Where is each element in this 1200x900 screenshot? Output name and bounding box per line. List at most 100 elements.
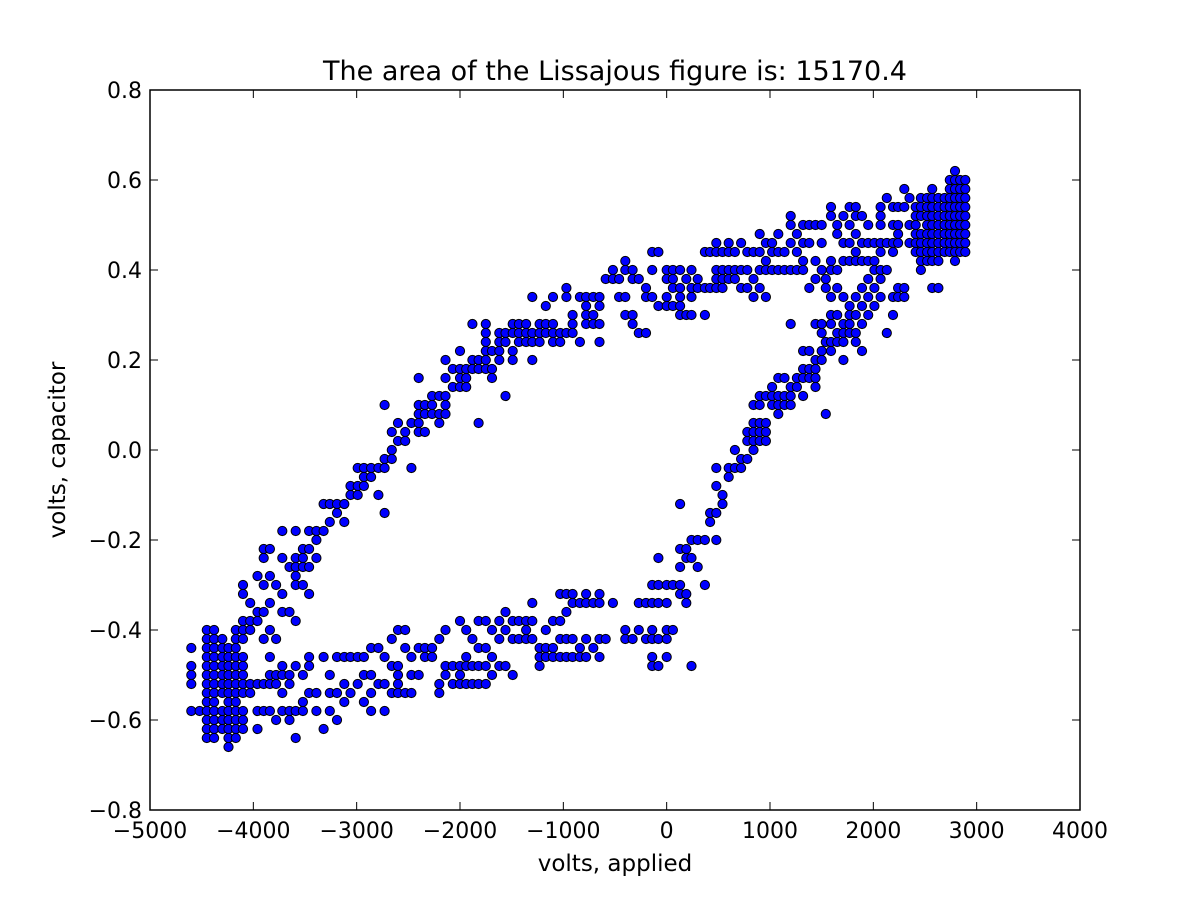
y-tick-label: −0.2 [89,529,142,554]
data-point [555,336,566,348]
data-point [386,453,397,465]
data-point [434,678,445,690]
data-point [675,561,686,573]
data-point [237,579,249,591]
data-point [785,210,796,222]
data-point [217,633,228,645]
data-point [331,507,343,519]
data-point [290,660,301,672]
data-point [252,723,263,735]
data-point [850,309,861,321]
data-point [850,327,861,339]
data-point [594,651,605,663]
data-point [661,651,672,663]
data-point [480,678,491,690]
data-point [486,624,498,636]
data-point [264,705,275,717]
data-point [869,282,880,294]
data-point [304,660,315,672]
data-point [767,381,778,393]
data-point [810,255,821,267]
data-point [284,714,295,726]
data-point [820,282,831,294]
y-tick-label: 0.6 [107,169,142,194]
data-point [486,651,498,663]
data-point [271,579,282,591]
data-point [574,336,586,348]
data-point [461,651,472,663]
data-point [521,318,532,330]
y-tick-label: −0.8 [89,799,142,824]
data-point [331,687,343,699]
data-point [620,624,631,636]
data-point [318,651,329,663]
data-point [392,417,404,429]
data-point [686,309,697,321]
data-point [927,183,938,195]
data-point [209,732,220,744]
data-point [297,552,308,564]
data-point [933,282,944,294]
data-point [366,471,377,483]
y-tick-label: 0.2 [107,349,142,374]
data-point [461,372,472,384]
data-point [825,255,837,267]
data-point [856,210,868,222]
data-point [960,174,971,186]
data-point [540,624,551,636]
data-point [711,507,722,519]
data-point [850,228,861,240]
data-point [798,390,809,402]
data-point [400,624,411,636]
data-point [729,246,741,258]
data-point [555,615,566,627]
data-point [785,219,796,231]
data-point [311,705,322,717]
data-point [748,273,759,285]
data-point [209,696,220,708]
data-point [186,660,197,672]
data-point [675,579,686,591]
data-point [486,363,498,375]
data-point [910,219,921,231]
data-point [480,327,491,339]
data-point [237,660,249,672]
x-tick-label: 3000 [949,819,1005,844]
data-point [454,669,466,681]
data-point [594,336,605,348]
data-point [850,201,861,213]
data-point [277,687,288,699]
data-point [567,327,578,339]
data-point [875,291,886,303]
data-point [869,300,880,312]
data-point [633,273,644,285]
data-point [711,480,722,492]
data-point [875,219,886,231]
data-point [960,210,971,222]
data-point [277,525,288,537]
data-point [614,273,625,285]
data-point [379,705,390,717]
data-point [567,318,578,330]
data-point [661,633,672,645]
data-point [607,597,619,609]
data-point [856,300,868,312]
data-point [675,498,686,510]
data-point [760,435,772,447]
data-point [290,615,301,627]
data-point [748,291,759,303]
data-point [838,291,849,303]
data-point [434,633,445,645]
data-point [454,615,466,627]
data-point [500,336,511,348]
data-point [647,651,658,663]
data-point [820,273,831,285]
data-point [373,489,384,501]
data-point [311,552,322,564]
data-point [810,273,821,285]
data-point [440,372,451,384]
data-point [620,291,631,303]
data-point [318,525,329,537]
data-point [339,516,350,528]
data-point [567,633,578,645]
